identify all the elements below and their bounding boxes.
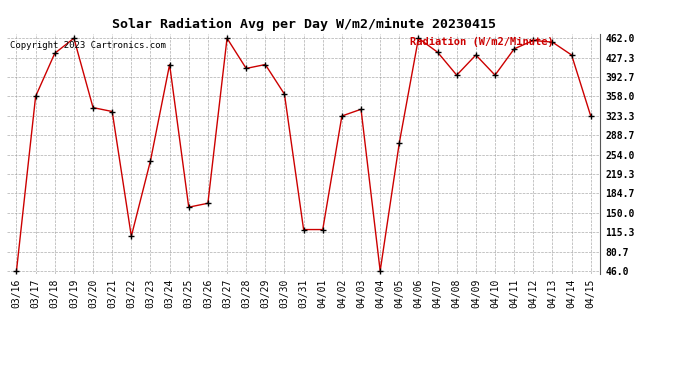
Title: Solar Radiation Avg per Day W/m2/minute 20230415: Solar Radiation Avg per Day W/m2/minute … xyxy=(112,18,495,31)
Text: Copyright 2023 Cartronics.com: Copyright 2023 Cartronics.com xyxy=(10,41,166,50)
Text: Radiation (W/m2/Minute): Radiation (W/m2/Minute) xyxy=(411,38,554,47)
